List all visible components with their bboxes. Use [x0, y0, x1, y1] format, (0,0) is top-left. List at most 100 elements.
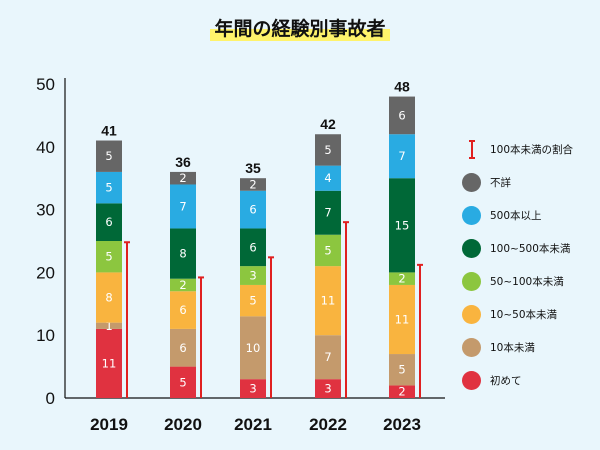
bar-segment: [96, 171, 122, 204]
bar-segment: [315, 335, 341, 380]
bar-segment: [240, 190, 266, 229]
bar-segment-label: 3: [249, 269, 256, 283]
bar-total-label: 36: [175, 154, 191, 170]
bar-segment-label: 11: [395, 313, 410, 327]
legend-swatch: [462, 173, 481, 192]
bar-segment: [170, 184, 196, 229]
bar-segment-label: 5: [179, 375, 186, 389]
y-tick-label: 0: [46, 389, 55, 408]
bar-segment-label: 5: [398, 363, 405, 377]
bar-total-label: 42: [320, 116, 336, 132]
bar-segment-label: 3: [324, 382, 331, 396]
legend-label: 50~100本未満: [490, 276, 564, 288]
bar-segment-label: 4: [324, 171, 331, 185]
legend-swatch: [462, 239, 481, 258]
bar-segment-label: 15: [395, 218, 410, 232]
ratio-marker-icon: [469, 140, 475, 159]
legend-label: 初めて: [490, 375, 522, 387]
bar-segment-label: 8: [179, 247, 186, 261]
bar-segment-label: 11: [321, 294, 336, 308]
bar-segment: [389, 354, 415, 386]
y-tick-label: 10: [36, 326, 55, 345]
bar-segment-label: 10: [246, 341, 261, 355]
legend-item-ratio: 100本未満の割合: [462, 138, 598, 171]
legend-item: 100~500本未満: [462, 237, 598, 270]
bar-segment: [240, 379, 266, 398]
bar-segment-label: 7: [324, 206, 331, 220]
x-category-label: 2021: [234, 415, 272, 434]
bar-segment-label: 7: [398, 149, 405, 163]
y-tick-label: 40: [36, 138, 55, 157]
bar-segment-label: 2: [398, 272, 405, 286]
bar-segment: [315, 165, 341, 191]
bar-segment-label: 6: [105, 215, 112, 229]
bar-segment-label: 5: [105, 250, 112, 264]
bar-segment: [170, 228, 196, 279]
bar-segment-label: 2: [179, 171, 186, 185]
bar-segment-label: 6: [249, 240, 256, 254]
bar-segment-label: 1: [105, 319, 112, 333]
legend-item: 500本以上: [462, 204, 598, 237]
bar-segment-label: 6: [249, 203, 256, 217]
legend-item: 10~50本未満: [462, 303, 598, 336]
bar-segment: [170, 291, 196, 329]
bar-segment: [240, 316, 266, 380]
bar-segment: [96, 272, 122, 323]
bar-segment: [389, 134, 415, 179]
bar-segment-label: 3: [249, 382, 256, 396]
legend-label: 100~500本未満: [490, 243, 571, 255]
bar-total-label: 48: [394, 79, 410, 95]
bar-segment: [389, 272, 415, 285]
bar-segment-label: 7: [179, 199, 186, 213]
y-tick-label: 30: [36, 201, 55, 220]
legend-item: 不詳: [462, 171, 598, 204]
legend-label: 100本未満の割合: [490, 144, 574, 156]
legend-swatch: [462, 338, 481, 357]
legend-swatch: [462, 305, 481, 324]
bar-segment-label: 11: [102, 356, 117, 370]
bar-segment: [389, 284, 415, 355]
bar-segment-label: 2: [249, 177, 256, 191]
bar-segment: [389, 96, 415, 135]
chart-title: 年間の経験別事故者: [210, 14, 390, 41]
bar-segment: [315, 266, 341, 336]
bar-total-label: 41: [101, 123, 117, 139]
bar-segment: [96, 203, 122, 241]
x-category-label: 2022: [309, 415, 347, 434]
bar-segment-label: 5: [105, 181, 112, 195]
bar-segment: [389, 385, 415, 398]
bar-segment-label: 5: [324, 243, 331, 257]
bar-segment-label: 2: [179, 278, 186, 292]
y-tick-label: 50: [36, 75, 55, 94]
bar-segment: [170, 171, 196, 185]
bar-segment: [96, 322, 122, 329]
bar-segment: [240, 228, 266, 267]
bar-segment-label: 8: [105, 291, 112, 305]
bar-segment: [315, 234, 341, 267]
legend-swatch: [462, 206, 481, 225]
bar-segment-label: 6: [398, 108, 405, 122]
y-tick-label: 20: [36, 263, 55, 282]
bar-segment: [389, 178, 415, 273]
bar-segment-label: 6: [179, 303, 186, 317]
legend-label: 10~50本未満: [490, 309, 558, 321]
x-category-label: 2023: [383, 415, 421, 434]
legend-swatch: [462, 371, 481, 390]
legend-label: 500本以上: [490, 210, 542, 222]
bar-segment: [240, 178, 266, 191]
bar-segment: [170, 366, 196, 398]
bar-segment: [170, 278, 196, 292]
bar-segment-label: 5: [324, 143, 331, 157]
bar-segment: [315, 190, 341, 235]
legend-label: 不詳: [490, 177, 511, 189]
chart-title-wrap: 年間の経験別事故者: [0, 14, 600, 41]
bar-total-label: 35: [245, 160, 261, 176]
legend-item: 10本未満: [462, 336, 598, 369]
legend-item: 初めて: [462, 369, 598, 402]
legend-swatch: [462, 272, 481, 291]
bar-segment-label: 6: [179, 341, 186, 355]
bar-segment: [315, 379, 341, 398]
bar-segment: [240, 284, 266, 317]
bar-segment-label: 5: [105, 149, 112, 163]
